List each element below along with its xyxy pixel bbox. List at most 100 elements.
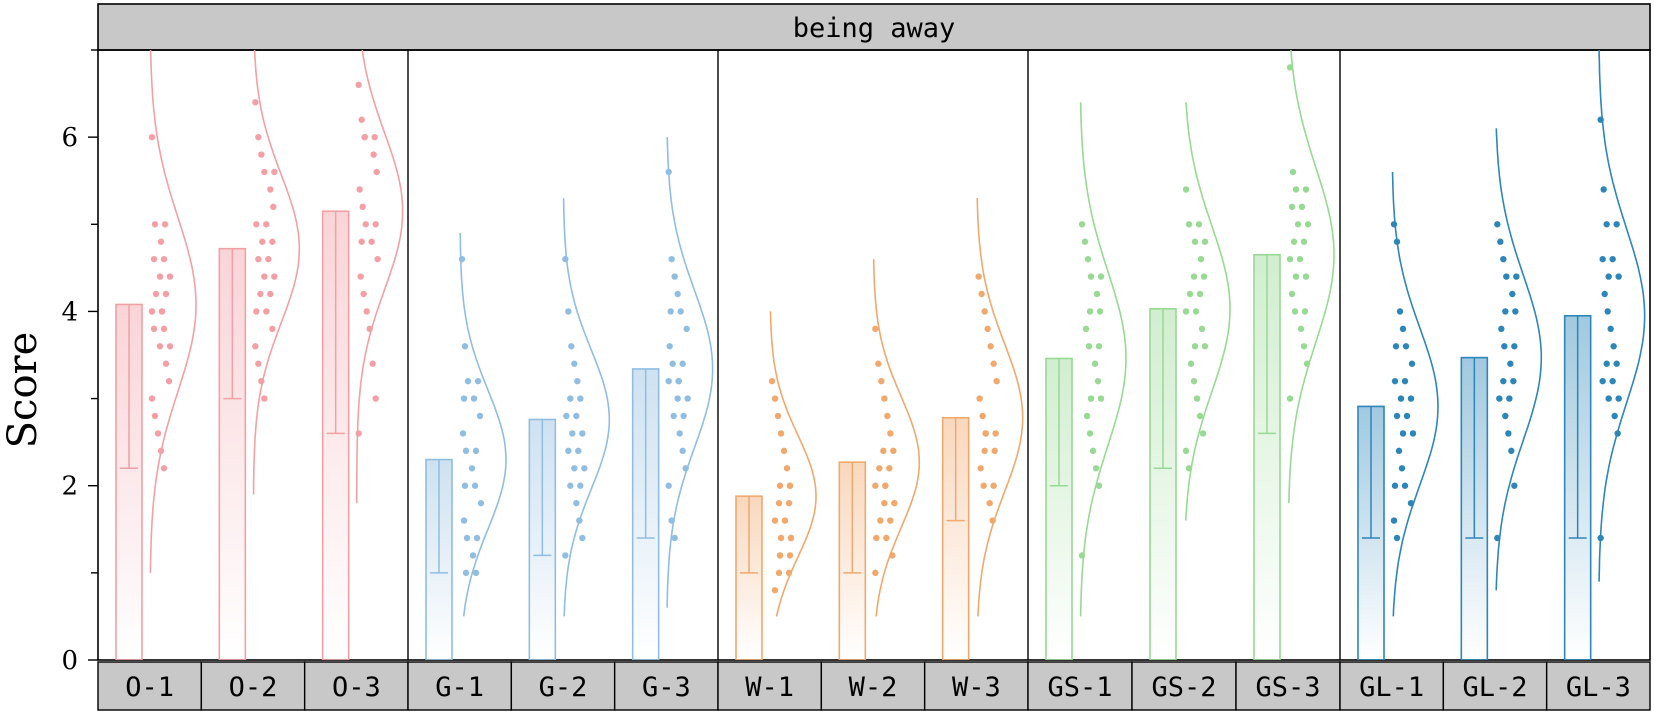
point-GL-1 <box>1399 325 1407 333</box>
category-box-GS-1 <box>1027 661 1133 711</box>
point-G-2 <box>569 430 576 437</box>
point-GL-2 <box>1511 343 1518 350</box>
point-GS-3 <box>1302 273 1310 280</box>
point-O-3 <box>358 238 365 245</box>
point-O-3 <box>359 203 366 211</box>
point-G-1 <box>461 482 469 489</box>
point-GL-3 <box>1613 221 1620 228</box>
point-GS-3 <box>1296 255 1304 263</box>
point-G-3 <box>670 412 677 420</box>
point-G-2 <box>568 343 575 350</box>
point-GS-2 <box>1191 238 1199 245</box>
point-GL-3 <box>1601 290 1608 298</box>
point-O-2 <box>271 273 278 280</box>
point-W-1 <box>775 499 783 507</box>
category-box-O-3 <box>303 661 409 711</box>
point-O-3 <box>371 133 378 141</box>
point-GS-3 <box>1290 238 1298 245</box>
point-GL-1 <box>1403 412 1411 420</box>
point-W-1 <box>786 482 794 489</box>
point-O-3 <box>355 430 362 437</box>
point-G-2 <box>565 447 572 455</box>
point-W-3 <box>990 482 997 489</box>
point-W-2 <box>881 395 888 402</box>
point-W-2 <box>887 430 894 437</box>
density-curve-GL-2 <box>1495 128 1543 591</box>
point-GS-3 <box>1289 168 1297 176</box>
point-G-2 <box>571 465 578 472</box>
point-O-2 <box>261 273 268 280</box>
point-GL-2 <box>1503 273 1510 280</box>
point-W-2 <box>873 534 880 542</box>
point-O-1 <box>154 430 162 437</box>
point-GS-3 <box>1292 186 1300 193</box>
point-O-3 <box>355 81 362 89</box>
point-G-2 <box>577 395 584 402</box>
point-G-1 <box>462 569 470 577</box>
point-G-1 <box>472 447 480 455</box>
point-G-1 <box>458 255 466 263</box>
point-W-3 <box>982 430 989 437</box>
point-GS-1 <box>1095 482 1103 489</box>
point-G-2 <box>567 395 574 402</box>
point-G-1 <box>459 430 467 437</box>
point-W-1 <box>774 412 782 420</box>
point-W-2 <box>881 499 888 507</box>
density-curve-G-2 <box>562 198 611 617</box>
chart-marks <box>115 50 1646 660</box>
point-G-1 <box>477 499 485 507</box>
point-G-2 <box>565 308 572 315</box>
point-O-2 <box>252 343 259 350</box>
point-GL-2 <box>1510 377 1517 385</box>
plot-panel <box>97 49 1651 661</box>
point-GL-2 <box>1494 221 1501 228</box>
point-W-2 <box>883 534 890 542</box>
y-tick-label: 0 <box>61 646 78 676</box>
point-GS-2 <box>1182 308 1190 315</box>
point-G-3 <box>679 447 686 455</box>
x-axis: O-1 O-2 O-3 G-1 G-2 G-3 W-1 W-2 W-3 GS-1 GS-2 GS-3 G… <box>97 661 1651 711</box>
point-GS-1 <box>1092 465 1100 472</box>
point-O-1 <box>158 308 166 315</box>
point-O-1 <box>151 221 159 228</box>
point-GS-2 <box>1197 255 1205 263</box>
point-W-1 <box>787 534 795 542</box>
point-GS-1 <box>1082 325 1090 333</box>
point-W-2 <box>877 517 884 524</box>
point-W-2 <box>887 517 894 524</box>
y-tick-label: 4 <box>61 297 78 327</box>
point-G-2 <box>575 447 582 455</box>
point-W-2 <box>890 447 897 455</box>
point-O-3 <box>358 116 365 123</box>
point-O-2 <box>267 186 274 193</box>
point-O-1 <box>148 133 156 141</box>
point-GL-2 <box>1505 430 1512 437</box>
density-curve-G-1 <box>459 232 507 617</box>
point-W-2 <box>880 447 887 455</box>
point-W-3 <box>981 447 988 455</box>
point-W-1 <box>780 447 788 455</box>
point-GL-1 <box>1398 465 1406 472</box>
category-label-GS-2: GS-2 <box>1151 672 1216 703</box>
point-O-2 <box>255 255 262 263</box>
point-G-2 <box>567 482 574 489</box>
y-axis: 0 2 4 6 <box>61 49 98 676</box>
point-W-2 <box>872 325 879 333</box>
point-G-3 <box>668 255 675 263</box>
point-G-3 <box>671 273 678 280</box>
point-GS-1 <box>1087 395 1095 402</box>
point-G-1 <box>469 552 477 559</box>
point-GL-3 <box>1609 255 1616 263</box>
point-G-3 <box>679 360 686 367</box>
category-label-O-3: O-3 <box>332 672 381 703</box>
category-box-G-2 <box>510 661 616 711</box>
point-O-1 <box>162 290 170 298</box>
point-GS-3 <box>1301 308 1309 315</box>
point-GL-2 <box>1498 325 1505 333</box>
category-box-GL-2 <box>1442 661 1548 711</box>
point-W-1 <box>771 587 779 594</box>
point-GL-3 <box>1599 255 1606 263</box>
point-GS-2 <box>1198 325 1206 333</box>
point-GS-2 <box>1199 430 1207 437</box>
point-G-3 <box>680 412 687 420</box>
